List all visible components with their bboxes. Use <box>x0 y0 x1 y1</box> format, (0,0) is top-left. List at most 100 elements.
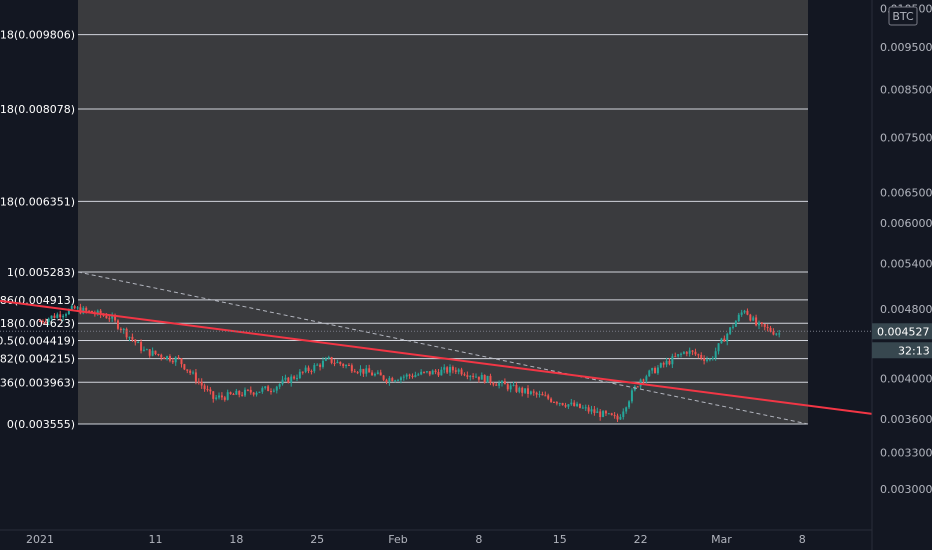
candle-body <box>180 358 183 365</box>
candle-body <box>561 403 564 406</box>
candle-body <box>547 395 550 399</box>
candle-body <box>368 368 371 373</box>
fib-level-label: 0.5(0.004419) <box>0 335 75 348</box>
dashed-trendline[interactable] <box>77 271 809 425</box>
candle-body <box>399 377 402 381</box>
candle-body <box>625 407 628 412</box>
candle-body <box>734 321 737 327</box>
time-axis[interactable]: 2021 11 18 25 Feb 8 15 22 Mar 8 <box>0 529 872 546</box>
candle-body <box>411 375 414 378</box>
y-tick-label: 0.007500 <box>880 132 932 145</box>
candle-body <box>258 391 261 393</box>
candle-body <box>177 357 180 359</box>
candle-body <box>281 379 284 385</box>
x-tick-label: 8 <box>799 533 806 546</box>
candle-body <box>192 372 195 374</box>
candle-body <box>125 328 128 338</box>
candle-body <box>267 386 270 392</box>
candle-body <box>648 370 651 377</box>
candle-body <box>241 394 244 396</box>
candle-body <box>359 368 362 373</box>
candle-body <box>64 314 67 316</box>
candle-body <box>714 351 717 359</box>
candle-body <box>737 314 740 322</box>
candle-body <box>249 389 252 393</box>
candle-body <box>755 317 758 326</box>
candle-body <box>440 369 443 376</box>
price-axis[interactable]: 0.0105000.0095000.0085000.0075000.006500… <box>871 0 932 550</box>
candle-body <box>324 358 327 361</box>
candle-body <box>209 389 212 392</box>
candle-body <box>659 363 662 368</box>
candle-body <box>590 409 593 412</box>
candle-body <box>581 407 584 409</box>
red-trendline[interactable] <box>0 299 873 415</box>
candle-body <box>472 375 475 377</box>
candle-body <box>353 371 356 373</box>
candle-body <box>596 411 599 413</box>
candle-body <box>157 354 160 356</box>
candle-body <box>105 315 108 319</box>
candle-body <box>119 328 122 331</box>
candle-body <box>316 364 319 366</box>
candle-body <box>567 404 570 407</box>
fib-level-label: 0.236(0.003963) <box>0 376 75 389</box>
candle-body <box>599 411 602 417</box>
countdown-tag <box>872 342 932 359</box>
candle-body <box>229 392 232 395</box>
candle-body <box>526 388 529 395</box>
candle-body <box>443 367 446 370</box>
candle-body <box>50 315 53 319</box>
candle-body <box>186 369 189 371</box>
candle-body <box>769 327 772 332</box>
candle-body <box>85 307 88 311</box>
fib-retracement-zone[interactable] <box>78 0 808 424</box>
candle-body <box>168 356 171 361</box>
candle-body <box>613 415 616 417</box>
candle-body <box>449 366 452 373</box>
candle-body <box>56 314 59 318</box>
fib-level-label: .618(0.008078) <box>0 103 75 116</box>
candle-body <box>541 393 544 396</box>
candle-body <box>304 367 307 372</box>
candle-body <box>726 333 729 342</box>
candle-body <box>102 314 105 316</box>
trendlines[interactable] <box>0 271 873 425</box>
candle-body <box>397 380 400 382</box>
candle-body <box>160 354 163 358</box>
candle-body <box>564 405 567 407</box>
y-tick-label: 0.003600 <box>880 413 932 426</box>
fib-level-label: .618(0.009806) <box>0 29 75 42</box>
candle-body <box>584 407 587 409</box>
candle-body <box>44 321 47 323</box>
y-tick-label: 0.009500 <box>880 41 932 54</box>
candle-body <box>272 390 275 392</box>
candle-body <box>53 315 56 318</box>
currency-badge: BTC <box>888 6 918 26</box>
candle-body <box>503 381 506 385</box>
candle-body <box>746 310 749 315</box>
candle-body <box>171 360 174 363</box>
candle-body <box>330 357 333 363</box>
candle-body <box>469 375 472 377</box>
x-tick-label: 15 <box>553 533 567 546</box>
candle-body <box>166 356 169 360</box>
candle-body <box>39 320 41 322</box>
candle-body <box>62 315 65 318</box>
candle-body <box>371 372 374 376</box>
candle-body <box>290 376 293 383</box>
candle-body <box>555 402 558 404</box>
candle-body <box>711 358 714 360</box>
candle-body <box>255 392 258 395</box>
candle-body <box>128 336 131 338</box>
candle-body <box>454 370 457 372</box>
candle-body <box>310 371 313 373</box>
y-tick-label: 0.008500 <box>880 84 932 97</box>
candle-body <box>775 333 778 335</box>
candle-body <box>694 351 697 355</box>
candle-body <box>163 357 166 360</box>
candle-body <box>723 338 726 342</box>
candle-body <box>757 322 760 326</box>
candle-body <box>203 385 206 390</box>
